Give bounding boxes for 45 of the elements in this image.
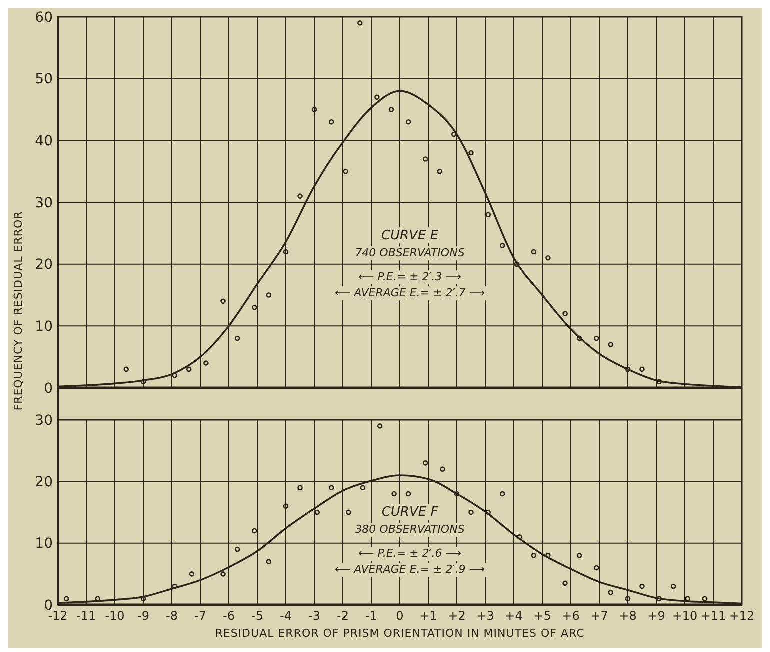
x-tick-label: -9 (138, 609, 150, 623)
x-tick-label: -3 (308, 609, 320, 623)
annotation: CURVE E (381, 228, 440, 244)
x-tick-label: +12 (729, 609, 755, 623)
x-tick-label: -6 (223, 609, 235, 623)
x-tick-label: +8 (619, 609, 637, 623)
y-tick-label: 40 (35, 134, 53, 150)
annotation: ⟵ AVERAGE E.= ± 2′.9 ⟶ (335, 563, 486, 576)
x-tick-label: 0 (396, 609, 404, 623)
y-axis-title: FREQUENCY OF RESIDUAL ERROR (12, 211, 25, 411)
x-tick-label: +2 (448, 609, 466, 623)
x-tick-label: -2 (337, 609, 349, 623)
annotation: ⟵ AVERAGE E.= ± 2′.7 ⟶ (335, 286, 486, 300)
y-tick-label: 30 (35, 195, 53, 212)
x-tick-label: +3 (476, 609, 494, 623)
x-tick-label: +4 (505, 609, 523, 623)
x-axis-title: RESIDUAL ERROR OF PRISM ORIENTATION IN MINUTES OF ARC (215, 627, 585, 640)
annotation: ⟵ P.E.= ± 2′.3 ⟶ (358, 270, 462, 284)
y-tick-label: 20 (35, 474, 53, 491)
annotation: ⟵ P.E.= ± 2′.6 ⟶ (358, 547, 462, 560)
y-tick-label: 50 (35, 72, 53, 88)
y-tick-label: 30 (35, 412, 53, 429)
x-tick-label: -1 (366, 609, 378, 623)
x-tick-label: -10 (105, 609, 125, 623)
x-tick-label: -4 (280, 609, 292, 623)
x-tick-label: -12 (48, 609, 68, 623)
x-tick-label: -7 (194, 609, 206, 623)
x-tick-label: -11 (76, 609, 96, 623)
x-tick-label: +1 (420, 609, 438, 623)
annotation: 740 OBSERVATIONS (355, 246, 465, 260)
y-tick-label: 0 (44, 380, 53, 397)
x-tick-label: +5 (534, 609, 552, 623)
x-tick-label: -8 (166, 609, 178, 623)
y-tick-label: 10 (35, 536, 53, 552)
x-tick-label: -5 (252, 609, 264, 623)
x-tick-label: +10 (672, 609, 698, 623)
x-tick-label: +11 (700, 609, 726, 623)
x-tick-label: +6 (562, 609, 580, 623)
annotation: 380 OBSERVATIONS (355, 523, 465, 536)
x-tick-label: +7 (590, 609, 608, 623)
x-tick-label: +9 (648, 609, 666, 623)
y-tick-label: 10 (35, 319, 53, 336)
y-tick-label: 20 (35, 257, 53, 274)
annotation: CURVE F (382, 505, 439, 520)
y-tick-label: 60 (35, 10, 53, 26)
